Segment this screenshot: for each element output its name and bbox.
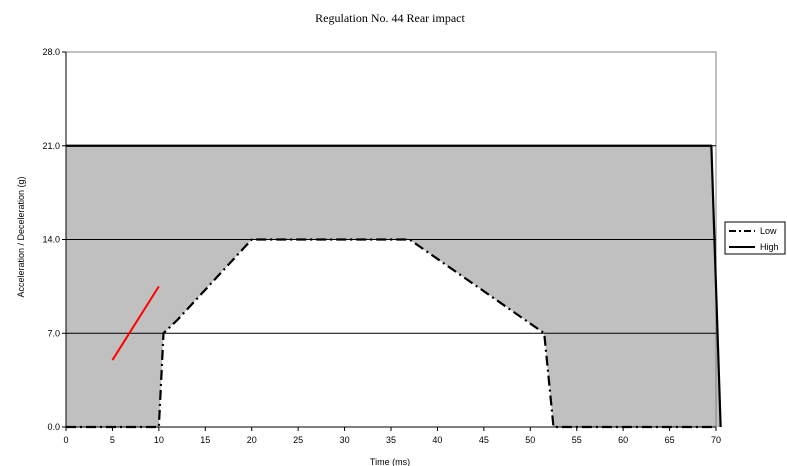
x-tick-label: 65 xyxy=(665,435,675,445)
x-tick-label: 40 xyxy=(432,435,442,445)
legend-box xyxy=(724,221,786,255)
x-tick-label: 50 xyxy=(525,435,535,445)
x-tick-label: 20 xyxy=(247,435,257,445)
x-tick-label: 70 xyxy=(711,435,721,445)
y-tick-label: 0.0 xyxy=(47,422,60,432)
plot-area: 0.0 7.0 14.0 21.0 28.0 0 5 10 15 20 25 30 35 40 45 50 5… xyxy=(42,47,722,445)
x-tick-label: 10 xyxy=(154,435,164,445)
y-tick-label: 21.0 xyxy=(42,141,60,151)
y-axis-label: Acceleration / Deceleration (g) xyxy=(16,176,26,297)
legend-low-label: Low xyxy=(760,226,777,236)
legend-high-label: High xyxy=(760,242,779,252)
corridor-area xyxy=(66,145,721,427)
x-tick-label: 45 xyxy=(479,435,489,445)
x-tick-label: 60 xyxy=(618,435,628,445)
y-tick-label: 14.0 xyxy=(42,235,60,245)
x-tick-label: 35 xyxy=(386,435,396,445)
series-line-high xyxy=(66,144,722,428)
annotation-line xyxy=(111,285,160,361)
x-tick-label: 15 xyxy=(200,435,210,445)
series-lines xyxy=(66,144,722,429)
x-axis-label: Time (ms) xyxy=(370,457,410,466)
x-tick-label: 5 xyxy=(110,435,115,445)
x-tick-label: 55 xyxy=(572,435,582,445)
chart-title: Regulation No. 44 Rear impact xyxy=(315,11,465,25)
legend: Low High xyxy=(724,221,786,255)
x-axis: 0 5 10 15 20 25 30 35 40 45 50 55 60 65 70 xyxy=(63,426,721,445)
y-tick-label: 7.0 xyxy=(47,328,60,338)
series-line-low xyxy=(66,238,716,429)
x-tick-label: 0 xyxy=(63,435,68,445)
y-axis: 0.0 7.0 14.0 21.0 28.0 xyxy=(42,47,67,432)
x-tick-label: 25 xyxy=(293,435,303,445)
x-tick-label: 30 xyxy=(340,435,350,445)
y-tick-label: 28.0 xyxy=(42,47,60,57)
